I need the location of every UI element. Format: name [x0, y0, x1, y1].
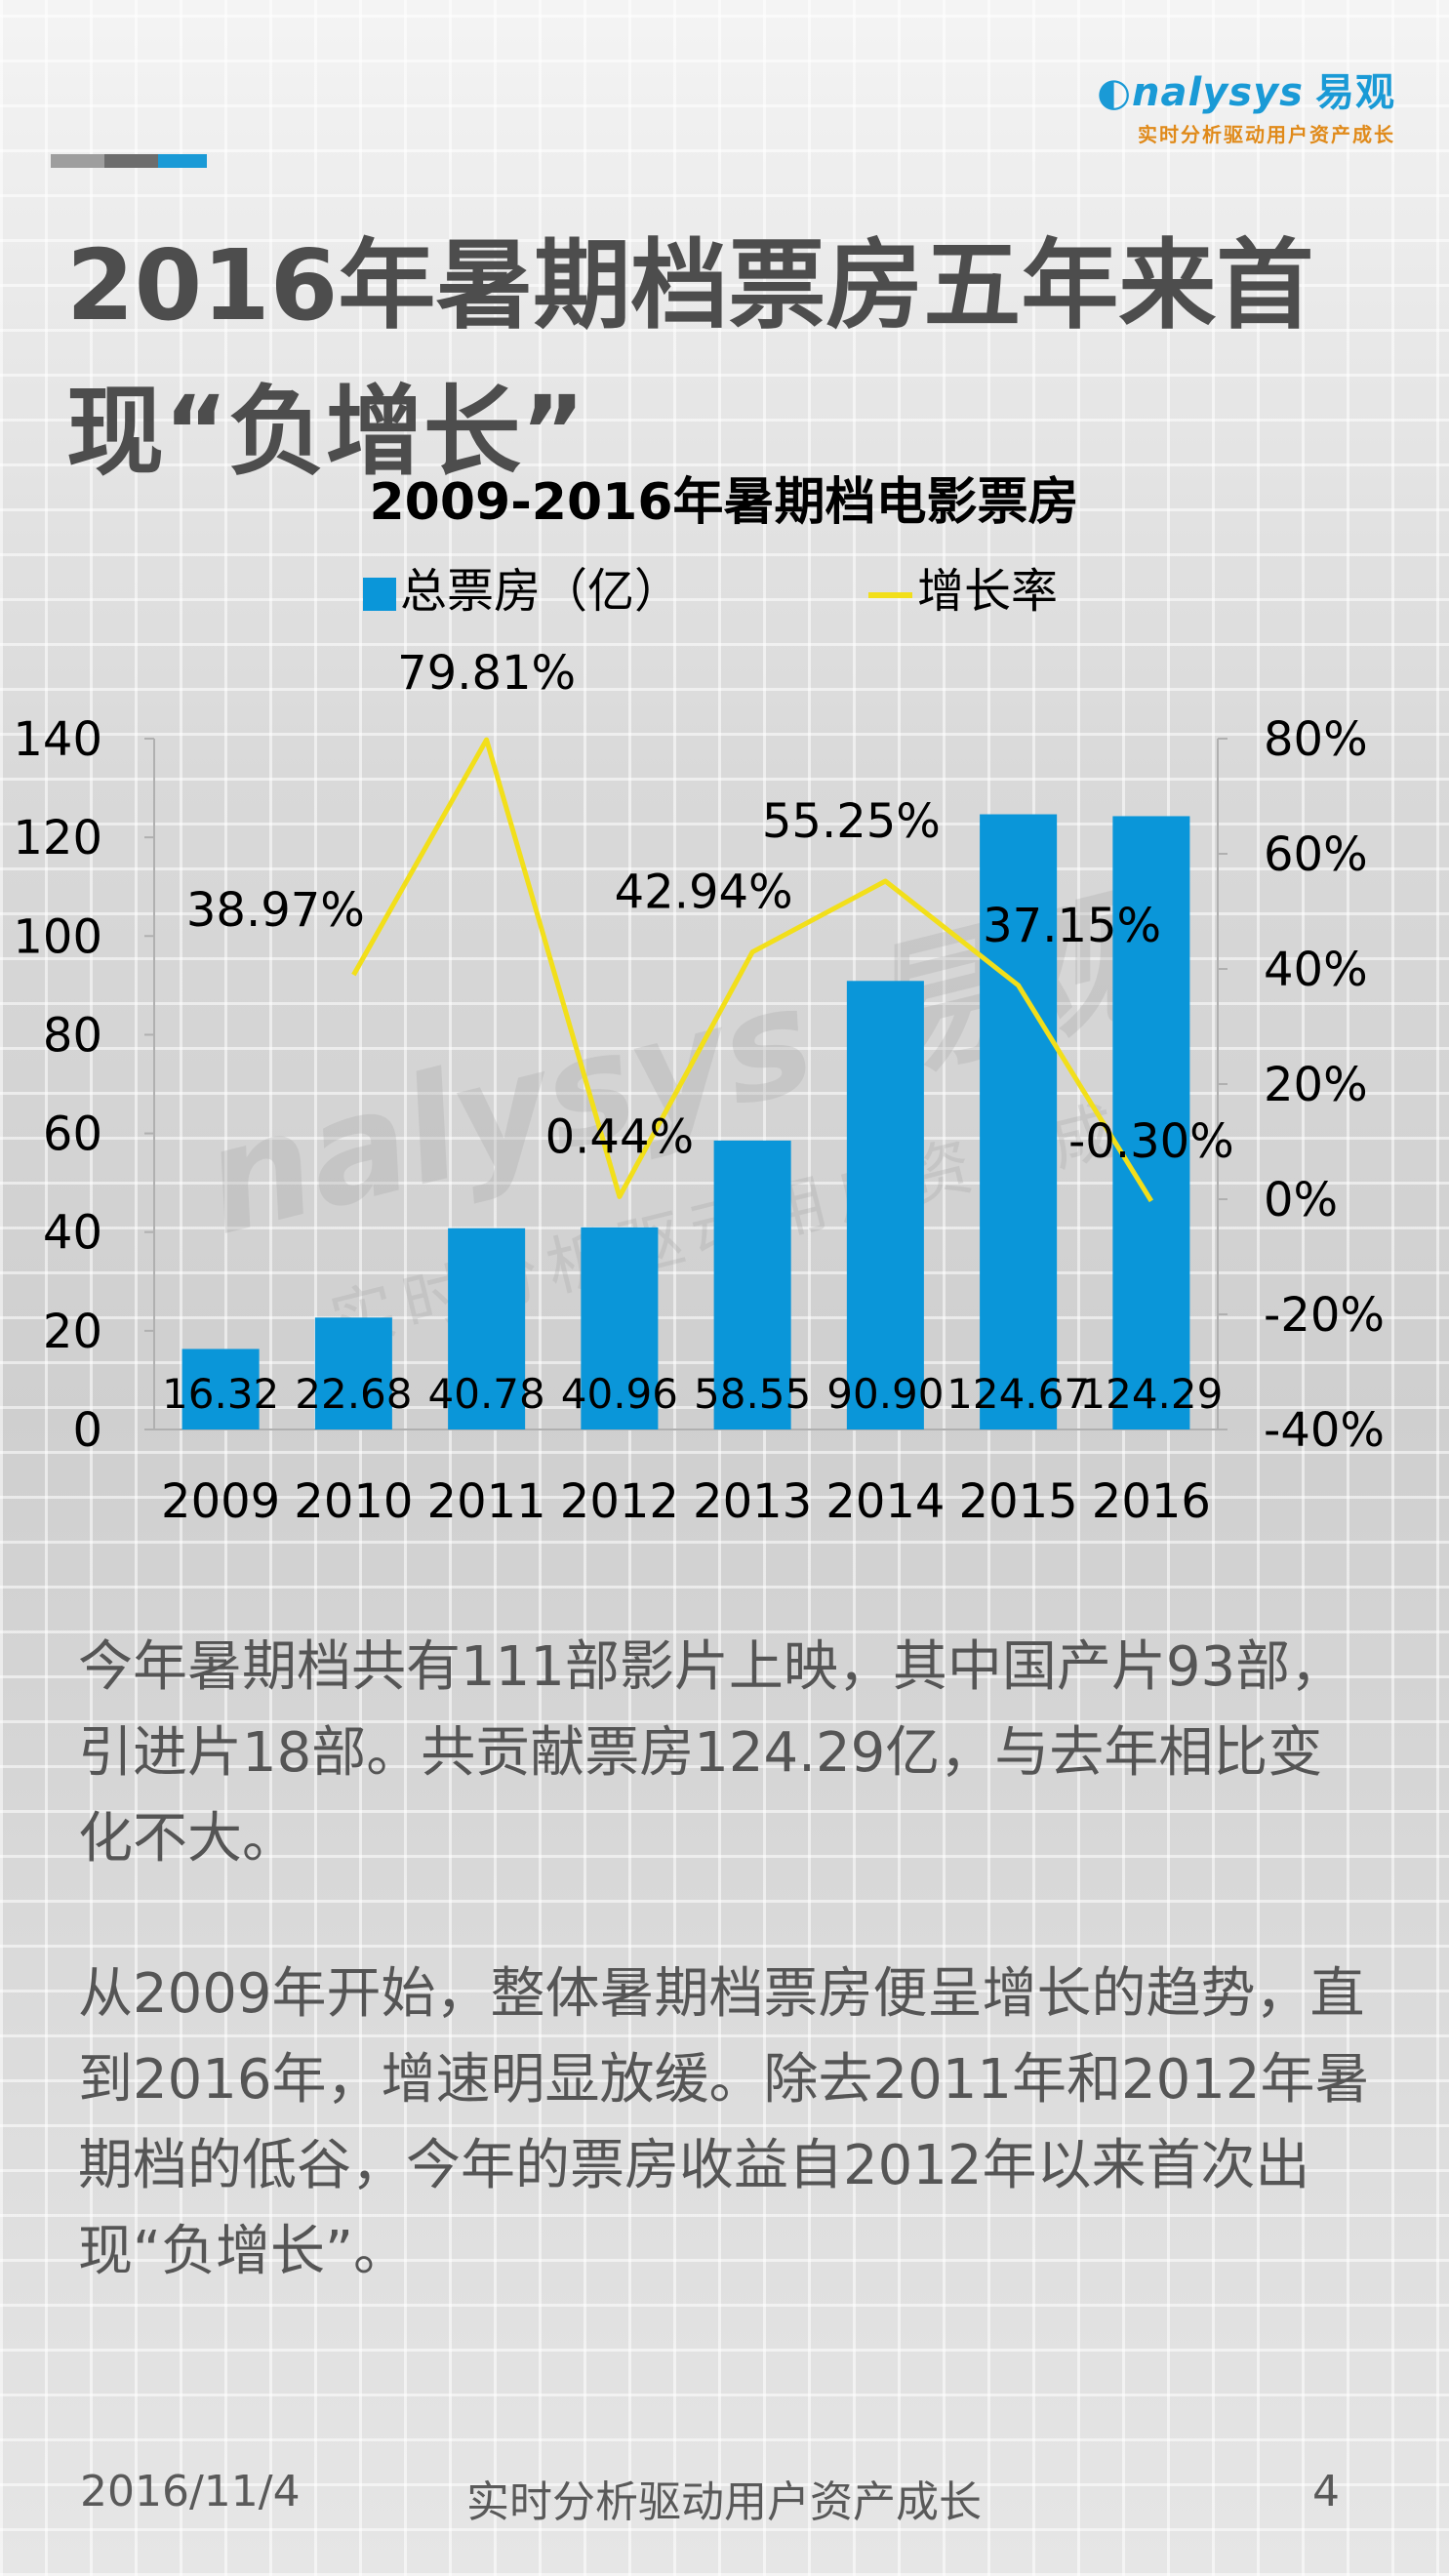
- bar-value-label: 40.96: [561, 1370, 678, 1418]
- growth-rate-line: [351, 737, 1154, 1203]
- bar-2013: [713, 1140, 791, 1429]
- growth-rate-label: 0.44%: [545, 1109, 694, 1164]
- body-paragraph-1: 今年暑期档共有111部影片上映，其中国产片93部，引进片18部。共贡献票房124…: [78, 1635, 1346, 1871]
- page-number: 4: [1312, 2467, 1340, 2516]
- legend-label-growth: 增长率: [917, 564, 1058, 619]
- page-title: 2016年暑期档票房五年来首现“负增长”: [66, 228, 1314, 489]
- bar-value-label: 16.32: [162, 1370, 279, 1418]
- right-axis-tick-label: 0%: [1264, 1173, 1338, 1228]
- right-axis-tick-label: 20%: [1264, 1058, 1368, 1112]
- left-axis-tick-label: 140: [13, 712, 102, 767]
- right-axis-tick-label: -40%: [1264, 1403, 1385, 1458]
- x-axis-category-label: 2015: [959, 1474, 1078, 1529]
- x-axis-category-label: 2014: [825, 1474, 945, 1529]
- bar-value-label: 90.90: [826, 1370, 944, 1418]
- growth-rate-label: 79.81%: [397, 646, 576, 701]
- box-office-chart: nalysys 易观实时分析驱动用户资产成长2009-2016年暑期档电影票房总…: [13, 473, 1385, 1529]
- growth-rate-label: 55.25%: [762, 794, 941, 849]
- right-axis-tick-label: 40%: [1264, 943, 1368, 997]
- left-axis-tick-label: 100: [13, 909, 102, 964]
- left-axis-tick-label: 0: [72, 1403, 102, 1458]
- bar-value-label: 22.68: [295, 1370, 412, 1418]
- bar-2010: [314, 1317, 392, 1429]
- bar-value-label: 58.55: [694, 1370, 811, 1418]
- body-paragraph-2: 从2009年开始，整体暑期档票房便呈增长的趋势，直到2016年，增速明显放缓。除…: [78, 1962, 1370, 2283]
- growth-rate-label: 37.15%: [983, 899, 1161, 953]
- x-axis-category-label: 2011: [427, 1474, 546, 1529]
- left-axis-tick-label: 20: [43, 1305, 102, 1359]
- chart-container: nalysys 易观实时分析驱动用户资产成长2009-2016年暑期档电影票房总…: [0, 459, 1449, 1551]
- footer-date: 2016/11/4: [80, 2467, 301, 2516]
- brand-logo-wordmark: ◐nalysys 易观: [1097, 60, 1395, 117]
- chart-title: 2009-2016年暑期档电影票房: [369, 473, 1078, 532]
- title-accent-bar: [51, 154, 207, 168]
- bar-2009: [181, 1348, 260, 1429]
- right-axis-tick-label: 60%: [1264, 827, 1368, 882]
- left-axis-tick-label: 120: [13, 811, 102, 865]
- logo-swoosh-icon: ◐: [1097, 70, 1133, 115]
- left-axis-tick-label: 80: [43, 1008, 102, 1063]
- right-axis-tick-label: 80%: [1264, 712, 1368, 767]
- bar-2011: [448, 1228, 526, 1429]
- brand-logo: ◐nalysys 易观 实时分析驱动用户资产成长: [1097, 60, 1395, 147]
- legend-swatch-box-office: [363, 578, 396, 611]
- x-axis-category-label: 2010: [294, 1474, 413, 1529]
- x-axis-category-label: 2013: [693, 1474, 812, 1529]
- footer-tagline: 实时分析驱动用户资产成长: [466, 2477, 982, 2527]
- bar-value-label: 40.78: [428, 1370, 545, 1418]
- brand-tagline: 实时分析驱动用户资产成长: [1138, 123, 1395, 146]
- logo-text: nalysys: [1132, 70, 1304, 115]
- right-axis-tick-label: -20%: [1264, 1288, 1385, 1343]
- x-axis-category-label: 2009: [161, 1474, 280, 1529]
- legend-label-box-office: 总票房（亿）: [400, 564, 681, 619]
- growth-rate-label: 42.94%: [615, 865, 793, 920]
- bar-value-label: 124.29: [1079, 1370, 1223, 1418]
- bar-value-label: 124.67: [946, 1370, 1090, 1418]
- x-axis-category-label: 2012: [560, 1474, 679, 1529]
- growth-rate-label: -0.30%: [1068, 1114, 1234, 1169]
- left-axis-tick-label: 40: [43, 1206, 102, 1261]
- bar-2014: [846, 981, 924, 1429]
- bar-2012: [581, 1227, 659, 1429]
- bar-2016: [1112, 816, 1190, 1429]
- left-axis-tick-label: 60: [43, 1107, 102, 1162]
- growth-rate-label: 38.97%: [186, 883, 365, 938]
- logo-cn: 易观: [1315, 70, 1395, 115]
- bar-2015: [980, 814, 1058, 1429]
- x-axis-category-label: 2016: [1092, 1474, 1211, 1529]
